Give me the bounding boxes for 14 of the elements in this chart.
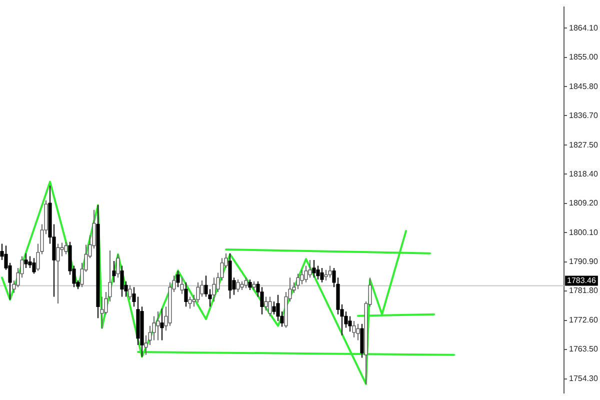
y-tick-label: 1818.40 — [569, 169, 598, 178]
y-tick-label: 1781.80 — [569, 286, 598, 296]
y-tick-label: 1855.00 — [569, 52, 598, 62]
y-tick-label: 1800.10 — [569, 228, 598, 237]
y-tick-label: 1827.50 — [569, 140, 598, 150]
y-tick-label: 1763.50 — [569, 344, 598, 354]
y-tick-label: 1836.70 — [569, 110, 598, 120]
y-tick-label: 1754.30 — [569, 374, 598, 384]
y-tick-label: 1864.10 — [569, 23, 598, 32]
y-tick-label: 1790.90 — [569, 257, 598, 266]
ref-line-label: 1783.46 — [567, 276, 596, 285]
y-tick-label: 1809.20 — [569, 198, 598, 208]
y-tick-label: 1772.60 — [569, 316, 598, 325]
y-tick-label: 1845.80 — [569, 82, 598, 91]
